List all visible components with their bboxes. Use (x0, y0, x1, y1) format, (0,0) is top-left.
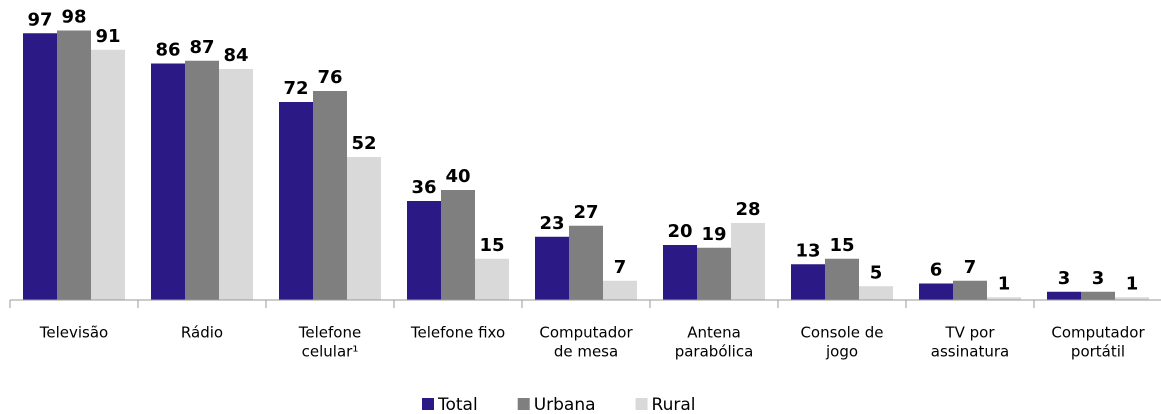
bar (91, 49, 125, 300)
x-tick-label: Antena (687, 324, 741, 342)
value-label: 13 (795, 240, 820, 261)
value-label: 19 (701, 224, 726, 245)
bar (1115, 297, 1149, 300)
bar (791, 264, 825, 300)
bar (347, 157, 381, 300)
value-label: 1 (998, 273, 1011, 294)
bar (1081, 291, 1115, 300)
x-tick-label: de mesa (554, 343, 618, 361)
value-label: 40 (445, 166, 470, 187)
legend-label: Urbana (534, 395, 596, 414)
value-label: 76 (317, 67, 342, 88)
value-label: 5 (870, 262, 883, 283)
legend-swatch (635, 398, 648, 410)
bar (407, 201, 441, 300)
value-label: 6 (930, 260, 943, 281)
value-label: 3 (1058, 268, 1071, 289)
x-tick-label: celular¹ (302, 343, 359, 361)
value-label: 86 (155, 40, 180, 61)
bar (441, 190, 475, 300)
bar (603, 280, 637, 300)
legend-label: Rural (652, 395, 696, 414)
x-tick-label: parabólica (675, 343, 754, 361)
x-tick-label: TV por (944, 324, 995, 342)
bar (953, 280, 987, 300)
bar (475, 258, 509, 300)
bar (279, 102, 313, 300)
bar (731, 223, 765, 300)
x-tick-label: assinatura (931, 343, 1009, 361)
x-tick-label: jogo (825, 343, 858, 361)
x-tick-label: Telefone (298, 324, 361, 342)
value-label: 87 (189, 37, 214, 58)
x-tick-label: Televisão (39, 324, 108, 342)
bar (697, 247, 731, 300)
bar (859, 286, 893, 300)
value-label: 52 (351, 133, 376, 154)
x-tick-label: Rádio (181, 324, 223, 342)
value-label: 28 (735, 199, 760, 220)
value-label: 84 (223, 45, 248, 66)
value-label: 15 (479, 235, 504, 256)
x-tick-label: Computador (539, 324, 633, 342)
value-label: 23 (539, 213, 564, 234)
x-tick-label: Console de (800, 324, 883, 342)
x-tick-label: Computador (1051, 324, 1145, 342)
value-label: 98 (61, 7, 86, 28)
bar (151, 63, 185, 300)
value-label: 7 (614, 257, 627, 278)
x-tick-label: portátil (1071, 343, 1125, 361)
value-label: 72 (283, 78, 308, 99)
legend-swatch (517, 398, 530, 410)
bar (535, 236, 569, 300)
value-label: 27 (573, 202, 598, 223)
value-label: 91 (95, 26, 120, 47)
x-tick-label: Telefone fixo (410, 324, 505, 342)
bar (1047, 291, 1081, 300)
value-label: 20 (667, 221, 692, 242)
bar (185, 60, 219, 300)
bar (663, 245, 697, 300)
legend-label: Total (437, 395, 478, 414)
value-label: 3 (1092, 268, 1105, 289)
value-label: 1 (1126, 273, 1139, 294)
value-label: 97 (27, 9, 52, 30)
bar (23, 33, 57, 300)
bar (57, 30, 91, 300)
bar (825, 258, 859, 300)
bar (987, 297, 1021, 300)
legend-swatch (422, 398, 434, 410)
value-label: 36 (411, 177, 436, 198)
bar (919, 283, 953, 300)
bar (313, 91, 347, 300)
bar (219, 69, 253, 300)
value-label: 7 (964, 257, 977, 278)
value-label: 15 (829, 235, 854, 256)
bar (569, 225, 603, 300)
